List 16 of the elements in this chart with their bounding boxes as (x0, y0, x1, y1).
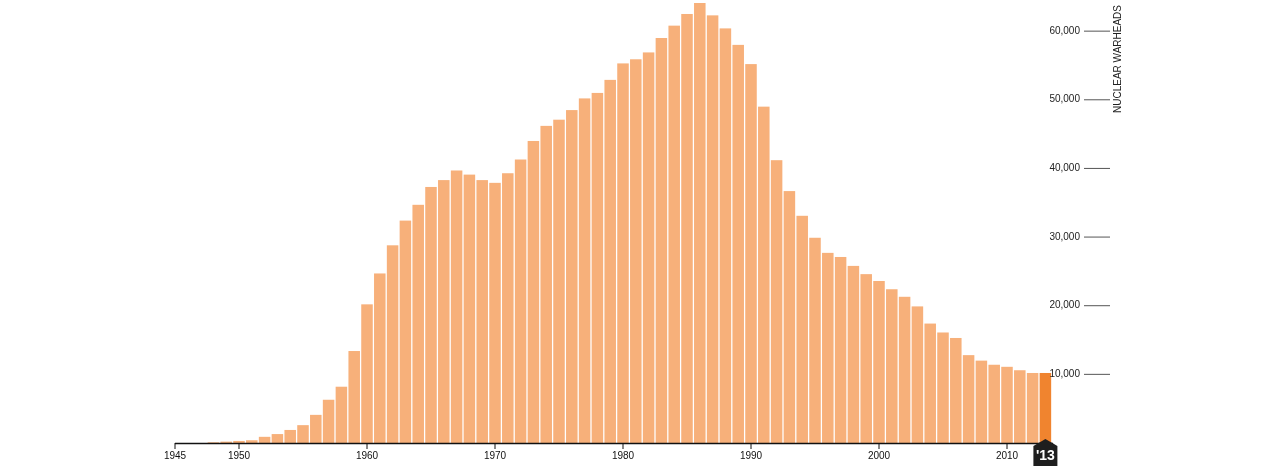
x-tick-label: 1970 (483, 450, 507, 461)
y-tick-label: 30,000 (1049, 230, 1081, 242)
x-tick-label: 2000 (867, 450, 891, 461)
y-axis-title: NUCLEAR WARHEADS (1112, 4, 1123, 113)
x-tick-label: 1945 (163, 450, 187, 461)
x-tick-label: 2010 (995, 450, 1019, 461)
x-tick-label: '13 (1035, 447, 1056, 463)
y-tick-label: 20,000 (1049, 299, 1081, 311)
y-tick-label: 60,000 (1049, 24, 1081, 36)
y-tick-label: 40,000 (1049, 162, 1081, 174)
x-tick-label: 1980 (611, 450, 635, 461)
x-tick-label: 1950 (227, 450, 251, 461)
x-tick-label: 1960 (355, 450, 379, 461)
y-tick-label: 50,000 (1049, 93, 1081, 105)
y-tick-label: 10,000 (1049, 368, 1081, 379)
x-tick-label: 1990 (739, 450, 763, 461)
